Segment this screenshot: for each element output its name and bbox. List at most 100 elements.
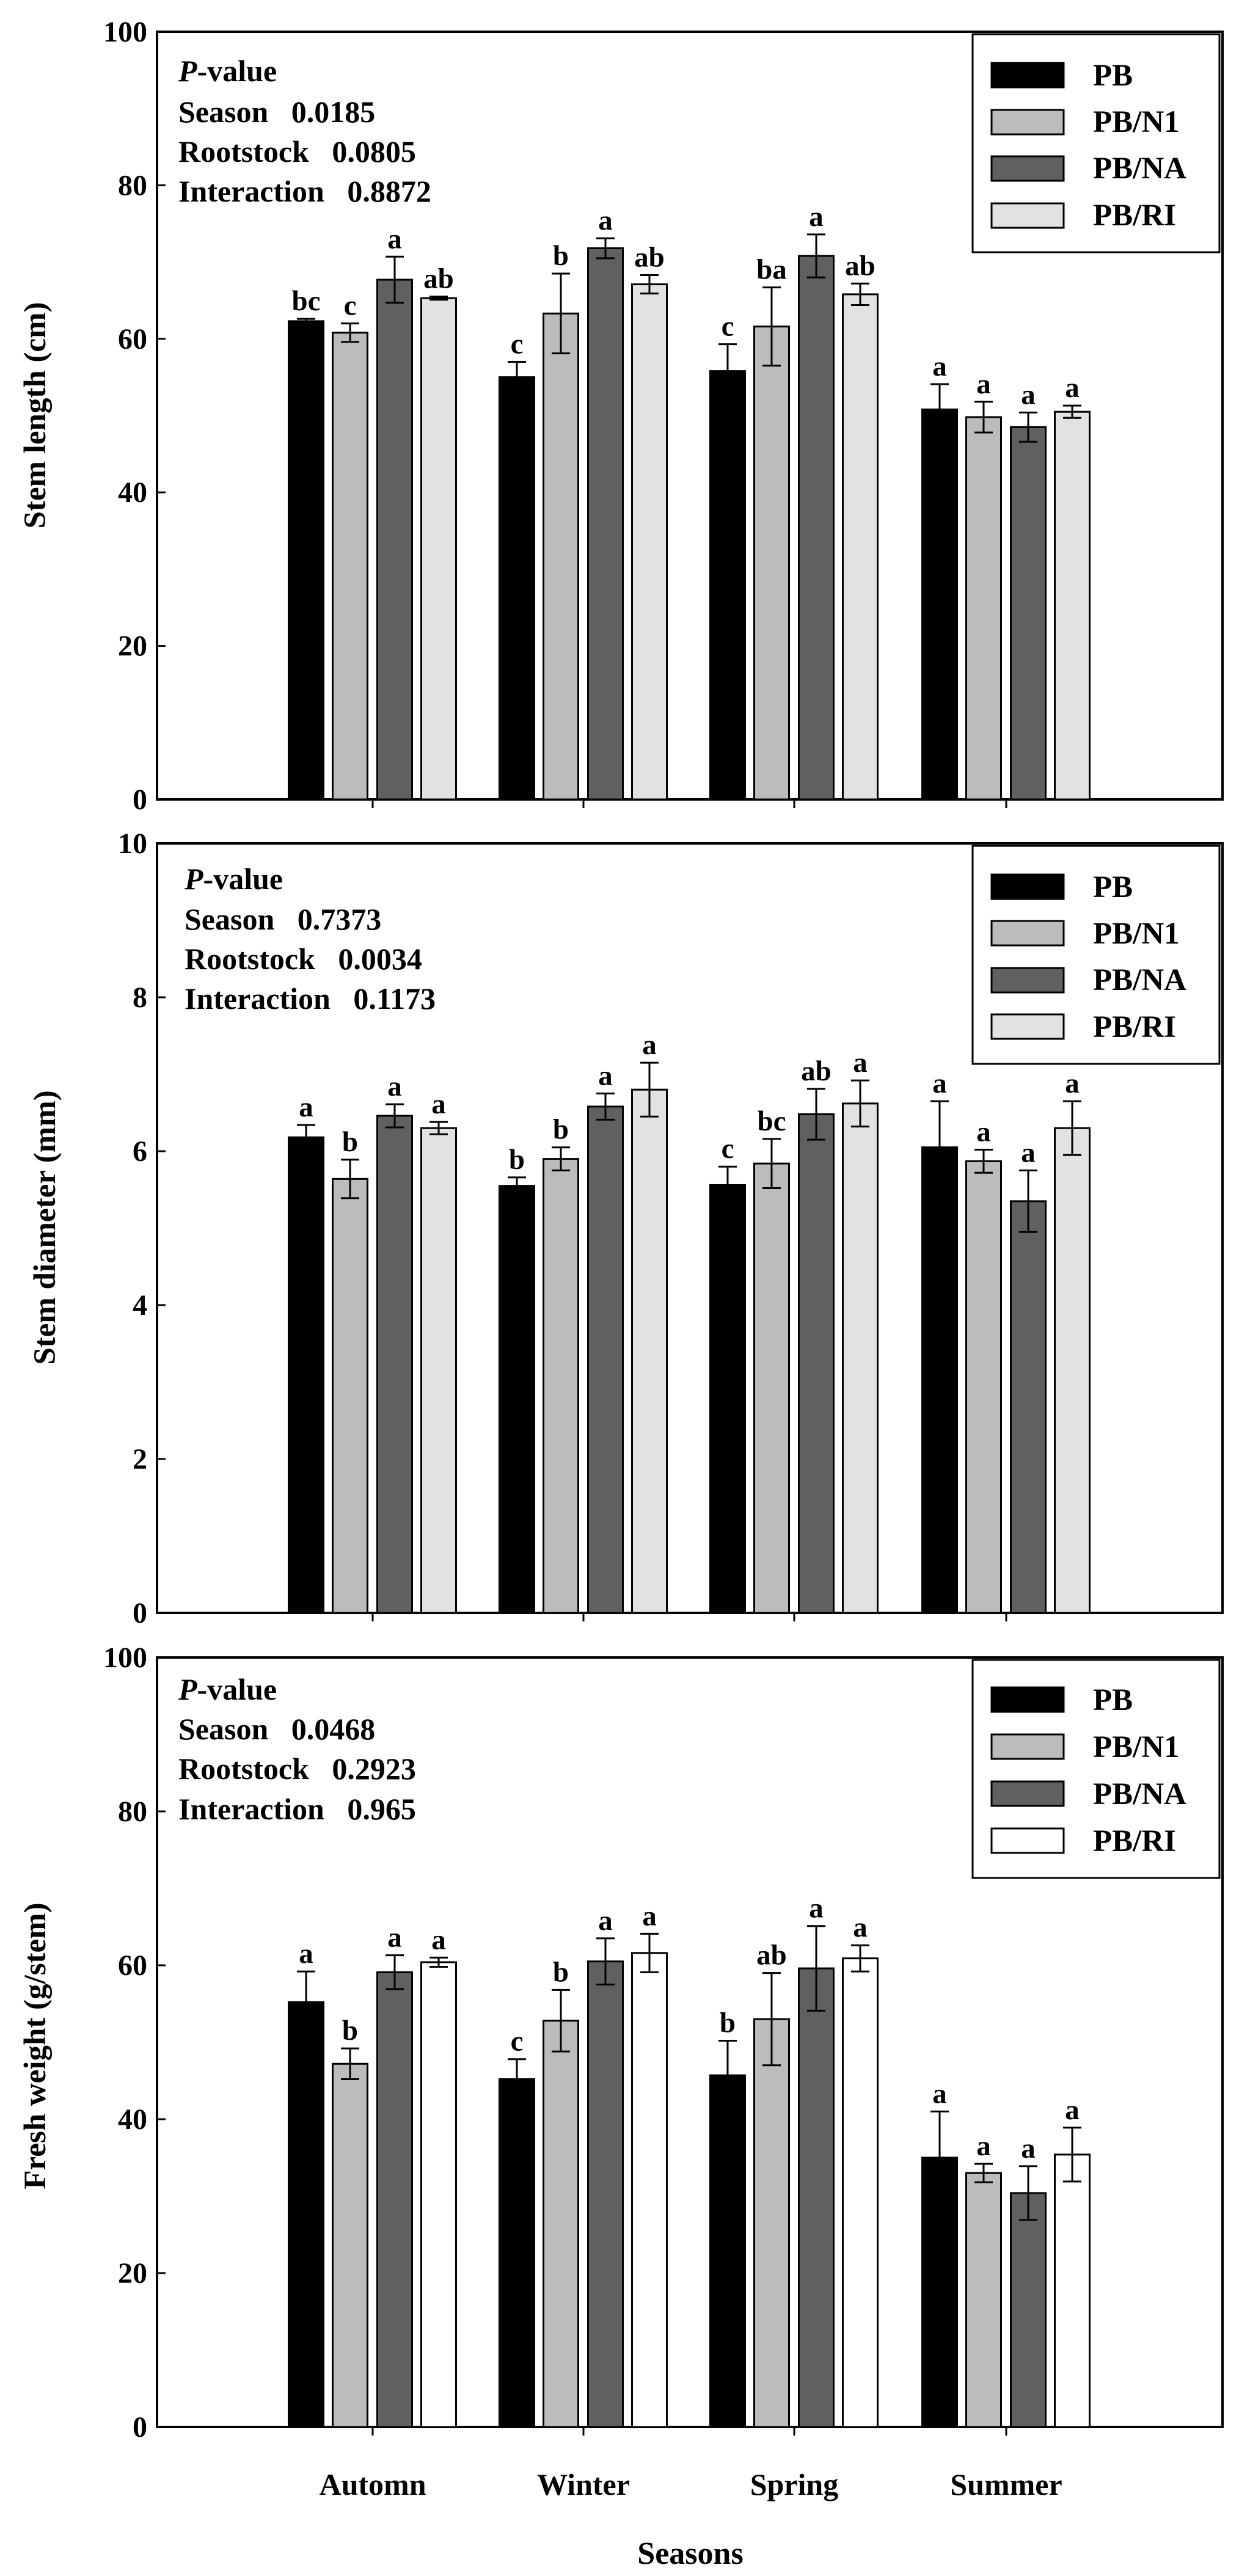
legend-swatch-pb-ri — [990, 1013, 1065, 1040]
y-axis: 0 2 4 6 8 10 — [118, 828, 1007, 1629]
y-tick-label: 4 — [133, 1289, 147, 1322]
legend-label-pb-na: PB/NA — [1093, 151, 1186, 186]
bar-pb-automn — [288, 2001, 324, 2428]
legend-swatch-pb-n1 — [990, 109, 1065, 136]
significance-letter-pb-summer: a — [932, 2078, 947, 2109]
y-tick-label: 100 — [103, 16, 147, 48]
y-tick-label: 0 — [133, 1597, 147, 1629]
legend-swatch-pb-ri — [990, 1827, 1065, 1854]
y-tick-label: 6 — [133, 1135, 147, 1168]
bar-pb-na-summer — [1010, 1200, 1047, 1614]
legend-swatch-pb-na — [990, 1780, 1065, 1807]
bar-pb-na-spring — [798, 255, 835, 801]
bar-pb-n1-winter — [543, 312, 579, 801]
bar-pb-spring — [709, 2074, 746, 2428]
legend-swatch-pb — [990, 1686, 1065, 1713]
significance-letter-pb-n1-spring: bc — [758, 1105, 786, 1137]
legend: PB PB/N1 PB/NA PB/RI — [971, 845, 1221, 1065]
significance-letter-pb-n1-summer: a — [976, 2130, 991, 2162]
p-value-interaction: Interaction 0.965 — [178, 1792, 416, 1826]
y-axis-label: Fresh weight (g/stem) — [18, 1902, 53, 2189]
significance-letter-pb-na-summer: a — [1021, 379, 1036, 410]
y-tick-label: 60 — [118, 1949, 147, 1982]
significance-letter-pb-ri-winter: a — [642, 1029, 657, 1061]
bar-pb-na-automn — [376, 1115, 413, 1614]
significance-letter-pb-ri-summer: a — [1065, 2094, 1080, 2126]
significance-letter-pb-ri-winter: a — [642, 1900, 657, 1932]
bar-pb-n1-spring — [753, 326, 790, 801]
p-value-rootstock: Rootstock 0.0805 — [178, 134, 416, 169]
p-value-season: Season 0.7373 — [185, 902, 381, 936]
significance-letter-pb-na-automn: a — [387, 223, 402, 255]
significance-letter-pb-n1-winter: b — [553, 1114, 569, 1146]
p-value-block: P-value Season 0.7373 Rootstock 0.0034 I… — [184, 862, 436, 1016]
bar-pb-ri-automn — [420, 297, 457, 801]
significance-letter-pb-summer: a — [932, 1068, 947, 1099]
bar-pb-ri-automn — [420, 1961, 457, 2428]
bar-pb-ri-summer — [1054, 2153, 1091, 2428]
bar-pb-n1-spring — [753, 2018, 790, 2428]
x-axis: Automn Winter Spring Summer Seasons — [319, 2467, 1062, 2571]
p-value-rootstock: Rootstock 0.2923 — [178, 1752, 416, 1786]
legend-swatch-pb — [990, 873, 1065, 900]
bar-pb-spring — [709, 370, 746, 801]
bar-pb-na-spring — [798, 1967, 835, 2428]
legend-swatch-pb — [990, 62, 1065, 89]
bar-pb-summer — [921, 1146, 958, 1614]
significance-letter-pb-winter: b — [509, 1144, 525, 1176]
y-tick-label: 20 — [118, 630, 147, 663]
bar-pb-n1-winter — [543, 2020, 579, 2428]
bar-pb-na-spring — [798, 1113, 835, 1614]
bar-pb-ri-summer — [1054, 1127, 1091, 1614]
bar-pb-ri-automn — [420, 1127, 457, 1614]
significance-letter-pb-ri-spring: a — [853, 1047, 868, 1079]
legend-label-pb: PB — [1093, 59, 1133, 93]
p-value-season: Season 0.0468 — [178, 1712, 375, 1746]
legend-label-pb-ri: PB/RI — [1093, 1010, 1176, 1044]
bar-pb-n1-spring — [753, 1162, 790, 1614]
significance-letter-pb-ri-summer: a — [1065, 1068, 1080, 1099]
significance-letter-pb-na-automn: a — [387, 1922, 402, 1954]
legend-swatch-pb-n1 — [990, 920, 1065, 947]
bar-pb-n1-summer — [965, 416, 1002, 801]
legend-label-pb-ri: PB/RI — [1093, 198, 1176, 233]
significance-letter-pb-ri-automn: a — [431, 1924, 446, 1956]
bar-pb-na-summer — [1010, 426, 1047, 801]
bar-pb-n1-automn — [332, 2062, 368, 2428]
bar-pb-na-winter — [587, 247, 624, 801]
y-tick-label: 0 — [133, 784, 147, 816]
significance-letter-pb-n1-automn: b — [342, 1126, 358, 1158]
plot-frame — [156, 1656, 1224, 2428]
significance-letter-pb-na-winter: a — [598, 1905, 613, 1937]
x-axis-title: Seasons — [637, 2536, 743, 2571]
significance-letter-pb-ri-spring: ab — [845, 250, 875, 282]
y-axis-label: Stem diameter (mm) — [28, 1090, 62, 1364]
p-value-block: P-value Season 0.0468 Rootstock 0.2923 I… — [178, 1672, 416, 1826]
legend: PB PB/N1 PB/NA PB/RI — [971, 1659, 1221, 1879]
significance-letter-pb-n1-automn: c — [344, 290, 357, 322]
x-tick-label-winter: Winter — [537, 2467, 630, 2501]
significance-letter-pb-ri-automn: a — [431, 1088, 446, 1120]
bar-pb-na-winter — [587, 1105, 624, 1614]
significance-letter-pb-n1-winter: b — [553, 240, 569, 272]
significance-letter-pb-n1-summer: a — [976, 368, 991, 400]
p-value-rootstock: Rootstock 0.0034 — [185, 942, 422, 976]
p-value-season: Season 0.0185 — [178, 95, 375, 129]
significance-letter-pb-winter: c — [511, 329, 524, 360]
legend-label-pb-n1: PB/N1 — [1093, 917, 1180, 951]
significance-letter-pb-spring: c — [722, 1133, 734, 1165]
bar-pb-n1-summer — [965, 2172, 1002, 2428]
legend-label-pb-na: PB/NA — [1093, 963, 1186, 997]
y-tick-label: 80 — [118, 1796, 147, 1828]
bar-pb-na-automn — [376, 1971, 413, 2428]
bar-pb-automn — [288, 1136, 324, 1614]
y-tick-label: 10 — [118, 828, 147, 860]
bar-pb-ri-summer — [1054, 410, 1091, 801]
legend-swatch-pb-n1 — [990, 1733, 1065, 1760]
bar-pb-summer — [921, 408, 958, 801]
bar-pb-ri-spring — [842, 293, 879, 801]
legend-swatch-pb-na — [990, 967, 1065, 994]
